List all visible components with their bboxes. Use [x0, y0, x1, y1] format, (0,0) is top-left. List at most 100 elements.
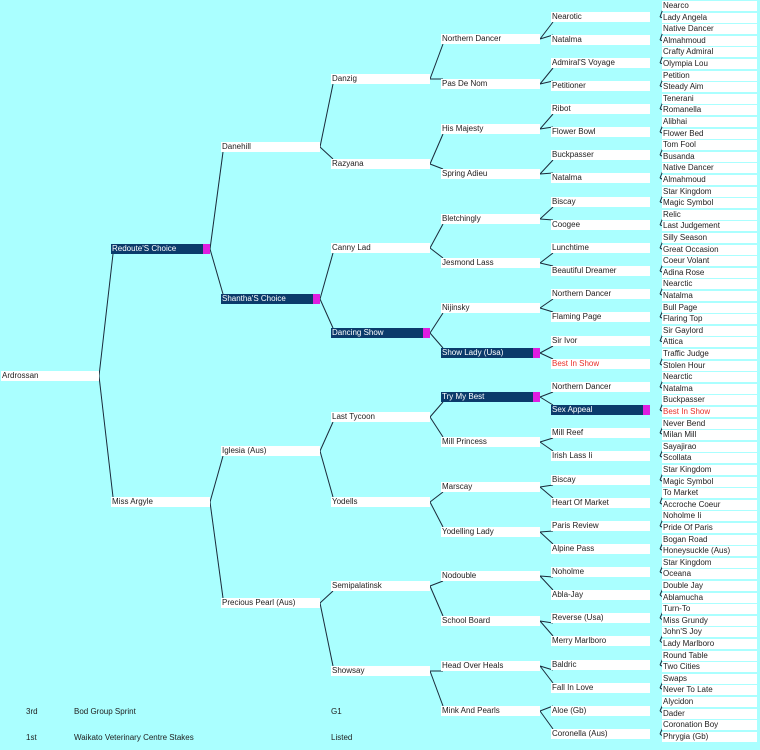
pedigree-node-gen6[interactable]: Oceana — [662, 569, 757, 579]
pedigree-node-gen6[interactable]: Two Cities — [662, 662, 757, 672]
pedigree-node-gen6[interactable]: Honeysuckle (Aus) — [662, 546, 757, 556]
pedigree-node-gen5[interactable]: Abla-Jay — [551, 590, 650, 600]
pedigree-node-gen5[interactable]: Aloe (Gb) — [551, 706, 650, 716]
pedigree-node-gen6[interactable]: Flower Bed — [662, 129, 757, 139]
pedigree-node-gen5[interactable]: Reverse (Usa) — [551, 613, 650, 623]
pedigree-node-gen6[interactable]: Almahmoud — [662, 175, 757, 185]
pedigree-node-gen6[interactable]: Olympia Lou — [662, 59, 757, 69]
pedigree-node-gen4[interactable]: Show Lady (Usa) — [441, 348, 540, 358]
pedigree-node-gen5[interactable]: Paris Review — [551, 521, 650, 531]
pedigree-node-gen4[interactable]: Northern Dancer — [441, 34, 540, 44]
pedigree-node-gen6[interactable]: Dader — [662, 709, 757, 719]
pedigree-node-gen6[interactable]: Romanella — [662, 105, 757, 115]
pedigree-node-gen6[interactable]: Double Jay — [662, 581, 757, 591]
pedigree-node-gen6[interactable]: Tom Fool — [662, 140, 757, 150]
pedigree-node-gen6[interactable]: Relic — [662, 210, 757, 220]
pedigree-node-gen4[interactable]: Marscay — [441, 482, 540, 492]
pedigree-node-gen5[interactable]: Petitioner — [551, 81, 650, 91]
pedigree-node-gen5[interactable]: Irish Lass Ii — [551, 451, 650, 461]
pedigree-node-gen5[interactable]: Mill Reef — [551, 428, 650, 438]
pedigree-node-gen5[interactable]: Flower Bowl — [551, 127, 650, 137]
pedigree-node-gen4[interactable]: Jesmond Lass — [441, 258, 540, 268]
pedigree-node-gen6[interactable]: Star Kingdom — [662, 558, 757, 568]
pedigree-node-gen5[interactable]: Admiral'S Voyage — [551, 58, 650, 68]
pedigree-node-gen5[interactable]: Nearotic — [551, 12, 650, 22]
pedigree-node-gen6[interactable]: Star Kingdom — [662, 465, 757, 475]
pedigree-node-gen6[interactable]: Ablamucha — [662, 593, 757, 603]
pedigree-node-gen6[interactable]: Tenerani — [662, 94, 757, 104]
pedigree-node-gen3[interactable]: Showsay — [331, 666, 430, 676]
pedigree-node-gen5[interactable]: Alpine Pass — [551, 544, 650, 554]
pedigree-node-gen6[interactable]: Natalma — [662, 291, 757, 301]
pedigree-node-gen4[interactable]: Nijinsky — [441, 303, 540, 313]
pedigree-node-gen1[interactable]: Miss Argyle — [111, 497, 210, 507]
pedigree-node-gen2[interactable]: Iglesia (Aus) — [221, 446, 320, 456]
pedigree-node-gen4[interactable]: Spring Adieu — [441, 169, 540, 179]
pedigree-node-gen6[interactable]: Natalma — [662, 384, 757, 394]
pedigree-node-gen6[interactable]: Magic Symbol — [662, 477, 757, 487]
pedigree-node-gen6[interactable]: Lady Marlboro — [662, 639, 757, 649]
pedigree-node-gen6[interactable]: Alycidon — [662, 697, 757, 707]
pedigree-node-gen6[interactable]: Pride Of Paris — [662, 523, 757, 533]
pedigree-node-gen5[interactable]: Beautiful Dreamer — [551, 266, 650, 276]
pedigree-node-gen6[interactable]: Attica — [662, 337, 757, 347]
pedigree-node-gen5[interactable]: Ribot — [551, 104, 650, 114]
pedigree-node-gen6[interactable]: To Market — [662, 488, 757, 498]
pedigree-node-gen5[interactable]: Biscay — [551, 475, 650, 485]
pedigree-node-gen5[interactable]: Buckpasser — [551, 150, 650, 160]
pedigree-node-gen6[interactable]: Coeur Volant — [662, 256, 757, 266]
pedigree-node-gen6[interactable]: Petition — [662, 71, 757, 81]
pedigree-node-gen3[interactable]: Yodells — [331, 497, 430, 507]
pedigree-node-gen5[interactable]: Heart Of Market — [551, 498, 650, 508]
pedigree-node-gen5[interactable]: Biscay — [551, 197, 650, 207]
pedigree-node-gen6[interactable]: Traffic Judge — [662, 349, 757, 359]
pedigree-node-gen6[interactable]: Sir Gaylord — [662, 326, 757, 336]
pedigree-node-gen6[interactable]: Star Kingdom — [662, 187, 757, 197]
pedigree-node-gen5[interactable]: Noholme — [551, 567, 650, 577]
pedigree-node-gen6[interactable]: Adina Rose — [662, 268, 757, 278]
pedigree-node-gen6[interactable]: Silly Season — [662, 233, 757, 243]
pedigree-node-gen3[interactable]: Semipalatinsk — [331, 581, 430, 591]
pedigree-node-gen6[interactable]: Best In Show — [662, 407, 757, 417]
pedigree-node-gen2[interactable]: Danehill — [221, 142, 320, 152]
pedigree-node-gen5[interactable]: Merry Marlboro — [551, 636, 650, 646]
pedigree-node-gen6[interactable]: Never To Late — [662, 685, 757, 695]
pedigree-node-gen6[interactable]: Milan Mill — [662, 430, 757, 440]
pedigree-node-gen5[interactable]: Coogee — [551, 220, 650, 230]
pedigree-node-gen6[interactable]: Nearco — [662, 1, 757, 11]
pedigree-node-gen5[interactable]: Natalma — [551, 35, 650, 45]
pedigree-node-gen6[interactable]: Coronation Boy — [662, 720, 757, 730]
pedigree-node-gen5[interactable]: Natalma — [551, 173, 650, 183]
pedigree-node-gen5[interactable]: Sex Appeal — [551, 405, 650, 415]
pedigree-node-gen5[interactable]: Sir Ivor — [551, 336, 650, 346]
pedigree-node-gen5[interactable]: Northern Dancer — [551, 289, 650, 299]
pedigree-node-gen6[interactable]: Never Bend — [662, 419, 757, 429]
pedigree-node-gen6[interactable]: Lady Angela — [662, 13, 757, 23]
pedigree-node-gen6[interactable]: Busanda — [662, 152, 757, 162]
pedigree-node-gen6[interactable]: Sayajirao — [662, 442, 757, 452]
pedigree-node-gen5[interactable]: Best In Show — [551, 359, 650, 369]
pedigree-node-gen6[interactable]: Native Dancer — [662, 24, 757, 34]
pedigree-node-gen6[interactable]: Native Dancer — [662, 163, 757, 173]
pedigree-node-gen6[interactable]: Almahmoud — [662, 36, 757, 46]
pedigree-node-gen3[interactable]: Danzig — [331, 74, 430, 84]
pedigree-node-gen6[interactable]: Accroche Coeur — [662, 500, 757, 510]
pedigree-node-gen6[interactable]: Buckpasser — [662, 395, 757, 405]
pedigree-node-gen6[interactable]: Stolen Hour — [662, 361, 757, 371]
pedigree-node-gen6[interactable]: Magic Symbol — [662, 198, 757, 208]
pedigree-node-gen3[interactable]: Razyana — [331, 159, 430, 169]
pedigree-node-gen6[interactable]: Bogan Road — [662, 535, 757, 545]
pedigree-node-gen6[interactable]: Phrygia (Gb) — [662, 732, 757, 742]
pedigree-node-gen5[interactable]: Flaming Page — [551, 312, 650, 322]
pedigree-node-gen3[interactable]: Last Tycoon — [331, 412, 430, 422]
pedigree-node-gen6[interactable]: Flaring Top — [662, 314, 757, 324]
pedigree-node-gen4[interactable]: Mill Princess — [441, 437, 540, 447]
pedigree-node-gen6[interactable]: John'S Joy — [662, 627, 757, 637]
pedigree-node-gen2[interactable]: Shantha'S Choice — [221, 294, 320, 304]
pedigree-node-gen6[interactable]: Round Table — [662, 651, 757, 661]
pedigree-node-gen4[interactable]: Pas De Nom — [441, 79, 540, 89]
pedigree-node-gen6[interactable]: Noholme Ii — [662, 511, 757, 521]
pedigree-node-gen6[interactable]: Swaps — [662, 674, 757, 684]
pedigree-node-gen5[interactable]: Baldric — [551, 660, 650, 670]
pedigree-node-gen5[interactable]: Northern Dancer — [551, 382, 650, 392]
